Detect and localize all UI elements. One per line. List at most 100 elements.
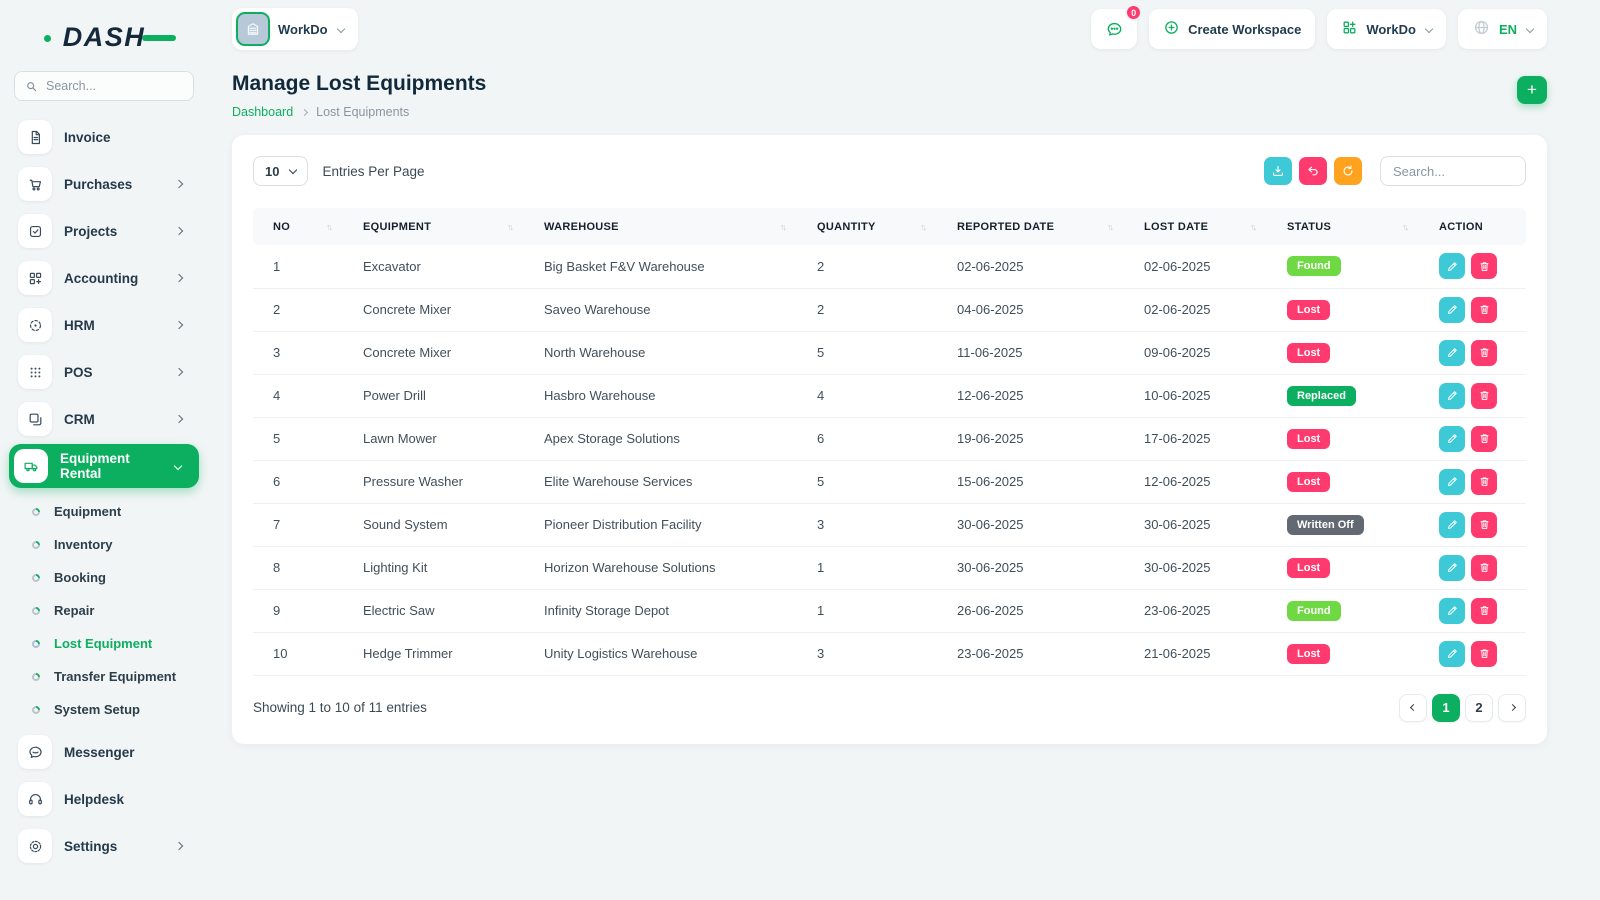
- edit-button[interactable]: [1439, 640, 1465, 667]
- edit-button[interactable]: [1439, 296, 1465, 323]
- sort-icon[interactable]: ↑↓: [1402, 221, 1409, 232]
- page-head: Manage Lost Equipments Dashboard Lost Eq…: [232, 72, 1547, 119]
- breadcrumb-dashboard-link[interactable]: Dashboard: [232, 105, 294, 119]
- brand-logo[interactable]: DASH: [14, 22, 194, 53]
- export-button[interactable]: [1264, 157, 1292, 185]
- download-icon: [1273, 165, 1283, 176]
- sidebar-item-label: Invoice: [64, 129, 111, 145]
- sidebar-item-label: Equipment Rental: [60, 451, 130, 481]
- sidebar-nav-bottom: Messenger Helpdesk Settings: [14, 730, 194, 868]
- edit-button[interactable]: [1439, 554, 1465, 581]
- cell-lost-date: 10-06-2025: [1124, 374, 1267, 418]
- edit-button[interactable]: [1439, 468, 1465, 495]
- cell-warehouse: Horizon Warehouse Solutions: [524, 546, 797, 590]
- cell-no: 9: [253, 589, 343, 633]
- table-search-input[interactable]: [1380, 156, 1526, 186]
- sidebar-item-equipment-rental[interactable]: Equipment Rental: [9, 444, 199, 488]
- delete-button[interactable]: [1471, 597, 1497, 624]
- sidebar-item-purchases[interactable]: Purchases: [14, 162, 194, 206]
- status-badge: Replaced: [1287, 385, 1356, 406]
- messages-button[interactable]: 0: [1091, 4, 1143, 49]
- add-lost-equipment-button[interactable]: +: [1517, 76, 1547, 104]
- delete-button[interactable]: [1471, 425, 1497, 452]
- delete-button[interactable]: [1471, 554, 1497, 581]
- reset-button[interactable]: [1299, 157, 1327, 185]
- sidebar-item-accounting[interactable]: Accounting: [14, 256, 194, 300]
- cell-warehouse: Big Basket F&V Warehouse: [524, 245, 797, 289]
- delete-button[interactable]: [1471, 640, 1497, 667]
- edit-button[interactable]: [1439, 339, 1465, 366]
- pagination-page-1[interactable]: 1: [1432, 693, 1460, 722]
- sidebar-search[interactable]: [14, 71, 194, 101]
- sidebar-subitem-repair[interactable]: Repair: [26, 594, 194, 627]
- sort-icon[interactable]: ↑↓: [326, 221, 333, 232]
- cell-no: 2: [253, 288, 343, 332]
- sidebar: DASH Invoice Purchases Projects Accounting H…: [0, 0, 208, 900]
- sort-icon[interactable]: ↑↓: [507, 221, 514, 232]
- pagination-page-2[interactable]: 2: [1465, 693, 1493, 722]
- delete-button[interactable]: [1471, 296, 1497, 323]
- sidebar-subitem-booking[interactable]: Booking: [26, 561, 194, 594]
- cell-status: Found: [1267, 245, 1419, 289]
- delete-button[interactable]: [1471, 382, 1497, 409]
- purchases-icon: [18, 167, 52, 201]
- delete-button[interactable]: [1471, 468, 1497, 495]
- sidebar-item-messenger[interactable]: Messenger: [14, 730, 194, 774]
- delete-button[interactable]: [1471, 511, 1497, 538]
- cell-status: Replaced: [1267, 374, 1419, 418]
- delete-button[interactable]: [1471, 253, 1497, 280]
- cell-reported-date: 12-06-2025: [937, 374, 1124, 418]
- pos-icon: [18, 355, 52, 389]
- sidebar-subitem-label: Booking: [54, 570, 106, 585]
- status-badge: Lost: [1287, 557, 1331, 578]
- create-workspace-button[interactable]: Create Workspace: [1149, 9, 1316, 49]
- sidebar-search-input[interactable]: [46, 79, 183, 93]
- projects-icon: [18, 214, 52, 248]
- column-header-equipment: EQUIPMENT ↑↓: [343, 208, 524, 245]
- sidebar-item-invoice[interactable]: Invoice: [14, 115, 194, 159]
- sidebar-subitem-system-setup[interactable]: System Setup: [26, 693, 194, 726]
- sort-icon[interactable]: ↑↓: [780, 221, 787, 232]
- crm-icon: [18, 402, 52, 436]
- grid-plus-icon: [1341, 19, 1358, 39]
- edit-button[interactable]: [1439, 511, 1465, 538]
- delete-button[interactable]: [1471, 339, 1497, 366]
- bullet-ring-icon: [30, 505, 42, 518]
- cell-no: 3: [253, 331, 343, 375]
- edit-button[interactable]: [1439, 382, 1465, 409]
- cell-equipment: Power Drill: [343, 374, 524, 418]
- sidebar-item-settings[interactable]: Settings: [14, 824, 194, 868]
- edit-button[interactable]: [1439, 425, 1465, 452]
- sort-icon[interactable]: ↑↓: [920, 221, 927, 232]
- pagination-prev-button[interactable]: [1399, 693, 1427, 722]
- cell-no: 10: [253, 632, 343, 676]
- sidebar-item-projects[interactable]: Projects: [14, 209, 194, 253]
- sidebar-item-helpdesk[interactable]: Helpdesk: [14, 777, 194, 821]
- bullet-ring-icon: [30, 703, 42, 716]
- cell-no: 7: [253, 503, 343, 547]
- sort-icon[interactable]: ↑↓: [1250, 221, 1257, 232]
- cell-quantity: 1: [797, 589, 937, 633]
- cell-lost-date: 21-06-2025: [1124, 632, 1267, 676]
- workspace-switcher[interactable]: WorkDo: [1327, 9, 1446, 49]
- edit-button[interactable]: [1439, 253, 1465, 280]
- pagination-next-button[interactable]: [1498, 693, 1526, 722]
- workspace-pill[interactable]: WorkDo: [232, 8, 358, 50]
- status-badge: Lost: [1287, 471, 1331, 492]
- sidebar-subitem-lost-equipment[interactable]: Lost Equipment: [26, 627, 194, 660]
- sidebar-item-pos[interactable]: POS: [14, 350, 194, 394]
- refresh-button[interactable]: [1334, 157, 1362, 185]
- sidebar-subitem-transfer-equipment[interactable]: Transfer Equipment: [26, 660, 194, 693]
- sidebar-item-crm[interactable]: CRM: [14, 397, 194, 441]
- cell-equipment: Electric Saw: [343, 589, 524, 633]
- sidebar-item-hrm[interactable]: HRM: [14, 303, 194, 347]
- language-selector[interactable]: EN: [1457, 9, 1547, 49]
- entries-per-page-select[interactable]: 10: [253, 156, 309, 186]
- sort-icon[interactable]: ↑↓: [1107, 221, 1114, 232]
- sidebar-subitem-equipment[interactable]: Equipment: [26, 495, 194, 528]
- edit-button[interactable]: [1439, 597, 1465, 624]
- table-controls: 10 Entries Per Page: [253, 156, 1526, 186]
- sidebar-subitem-inventory[interactable]: Inventory: [26, 528, 194, 561]
- chevron-right-icon: [174, 273, 184, 283]
